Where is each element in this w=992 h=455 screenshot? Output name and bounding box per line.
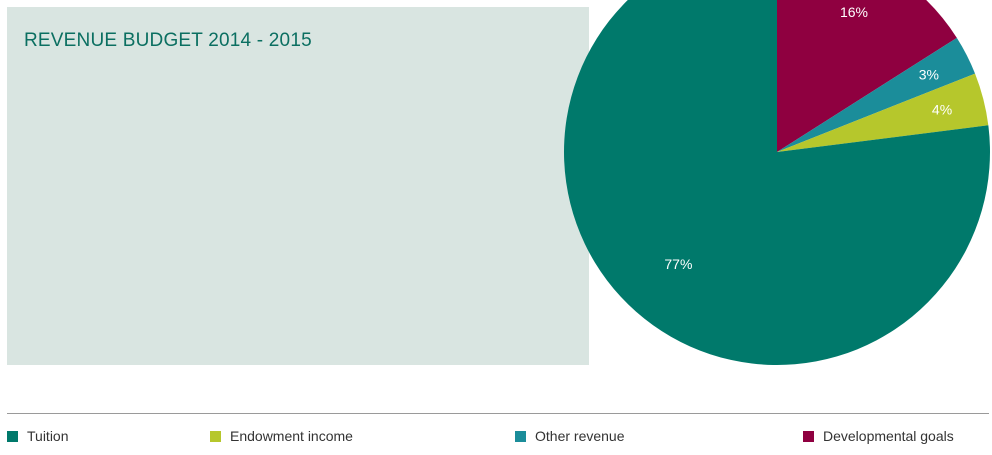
chart-title: REVENUE BUDGET 2014 - 2015 xyxy=(24,30,312,51)
pie-label-developmental-goals: 16% xyxy=(840,4,868,20)
legend-item-endowment-income: Endowment income xyxy=(210,428,353,444)
pie-label-other-revenue: 3% xyxy=(919,67,939,83)
legend-swatch-endowment-income xyxy=(210,430,221,442)
legend-divider xyxy=(7,413,989,414)
legend-swatch-developmental-goals xyxy=(803,430,814,442)
legend-label-endowment-income: Endowment income xyxy=(230,428,353,444)
legend-swatch-other-revenue xyxy=(515,430,526,442)
legend-item-other-revenue: Other revenue xyxy=(515,428,625,444)
legend-swatch-tuition xyxy=(7,430,18,442)
pie-label-tuition: 77% xyxy=(664,256,692,272)
pie-slice-other-revenue xyxy=(777,37,976,152)
pie-slice-developmental-goals xyxy=(777,0,957,152)
legend-label-other-revenue: Other revenue xyxy=(535,428,625,444)
pie-slice-endowment-income xyxy=(777,73,989,152)
chart-background-panel xyxy=(7,7,589,365)
legend-label-developmental-goals: Developmental goals xyxy=(823,428,954,444)
pie-label-endowment-income: 4% xyxy=(932,102,952,118)
legend-item-tuition: Tuition xyxy=(7,428,69,444)
legend-label-tuition: Tuition xyxy=(27,428,69,444)
legend-item-developmental-goals: Developmental goals xyxy=(803,428,954,444)
pie-slice-tuition xyxy=(564,0,990,365)
